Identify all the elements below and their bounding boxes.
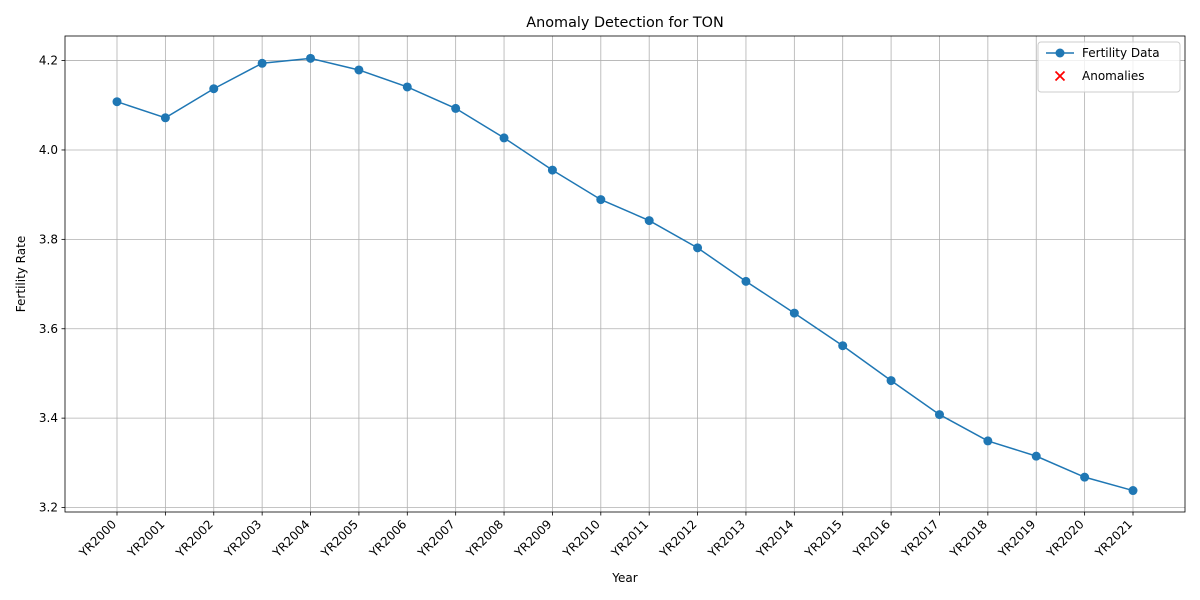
y-axis: 3.2 3.4 3.6 3.8 4.0 4.2 bbox=[39, 54, 65, 515]
y-tick-label: 3.2 bbox=[39, 501, 58, 515]
data-point bbox=[499, 133, 509, 143]
chart-title: Anomaly Detection for TON bbox=[526, 15, 723, 31]
plot-frame bbox=[64, 35, 1186, 513]
series-layer bbox=[112, 53, 1138, 496]
data-point bbox=[1031, 451, 1041, 461]
data-point bbox=[1080, 472, 1090, 482]
data-point bbox=[934, 410, 944, 420]
x-axis-label: Year bbox=[611, 571, 637, 585]
legend-box bbox=[1037, 41, 1181, 93]
data-point bbox=[112, 97, 122, 107]
data-point bbox=[983, 436, 993, 446]
data-point bbox=[693, 243, 703, 253]
legend: Fertility Data Anomalies bbox=[1037, 41, 1181, 93]
legend-label-fertility: Fertility Data bbox=[1082, 46, 1160, 60]
y-tick-label: 3.8 bbox=[39, 232, 58, 246]
data-point bbox=[306, 53, 316, 63]
data-point bbox=[257, 58, 267, 68]
data-point bbox=[451, 103, 461, 113]
grid-lines bbox=[65, 36, 1185, 512]
y-axis-label: Fertility Rate bbox=[14, 236, 28, 312]
data-point bbox=[596, 195, 606, 205]
data-point bbox=[1128, 486, 1138, 496]
series-line bbox=[116, 57, 1134, 492]
y-tick-label: 3.6 bbox=[39, 322, 58, 336]
data-point bbox=[741, 276, 751, 286]
data-point bbox=[209, 84, 219, 94]
legend-marker-swatch bbox=[1055, 48, 1065, 58]
data-point bbox=[789, 308, 799, 318]
data-point bbox=[886, 376, 896, 386]
y-tick-label: 4.2 bbox=[39, 54, 58, 68]
legend-x-marker-swatch bbox=[1054, 70, 1066, 82]
data-point bbox=[838, 341, 848, 351]
legend-label-anomalies: Anomalies bbox=[1082, 69, 1145, 83]
data-point bbox=[354, 65, 364, 75]
y-tick-label: 4.0 bbox=[39, 143, 58, 157]
data-point bbox=[547, 165, 557, 175]
data-point bbox=[160, 113, 170, 123]
y-tick-label: 3.4 bbox=[39, 411, 58, 425]
data-point bbox=[402, 82, 412, 92]
data-point bbox=[644, 216, 654, 226]
